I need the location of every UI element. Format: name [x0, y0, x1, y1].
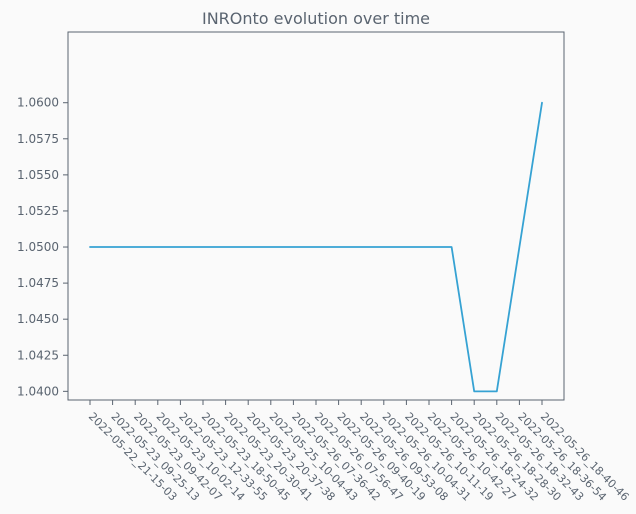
series-layer	[89, 101, 543, 393]
plot-area-frame	[67, 31, 565, 401]
y-tick-label: 1.0550	[17, 168, 59, 182]
y-tick-label: 1.0400	[17, 384, 59, 398]
series-line	[89, 101, 543, 393]
y-tick-label: 1.0425	[17, 348, 59, 362]
chart-title: INROnto evolution over time	[202, 9, 430, 28]
x-axis: 2022-05-22_21-15-032022-05-23_09-25-1320…	[86, 400, 631, 504]
y-tick-label: 1.0525	[17, 204, 59, 218]
y-tick-label: 1.0600	[17, 96, 59, 110]
y-tick-label: 1.0475	[17, 276, 59, 290]
y-axis: 1.0400 1.0425 1.0450 1.0475 1.0500 1.0525 1.05…	[17, 96, 68, 398]
y-tick-label: 1.0450	[17, 312, 59, 326]
y-tick-label: 1.0575	[17, 132, 59, 146]
y-tick-label: 1.0500	[17, 240, 59, 254]
